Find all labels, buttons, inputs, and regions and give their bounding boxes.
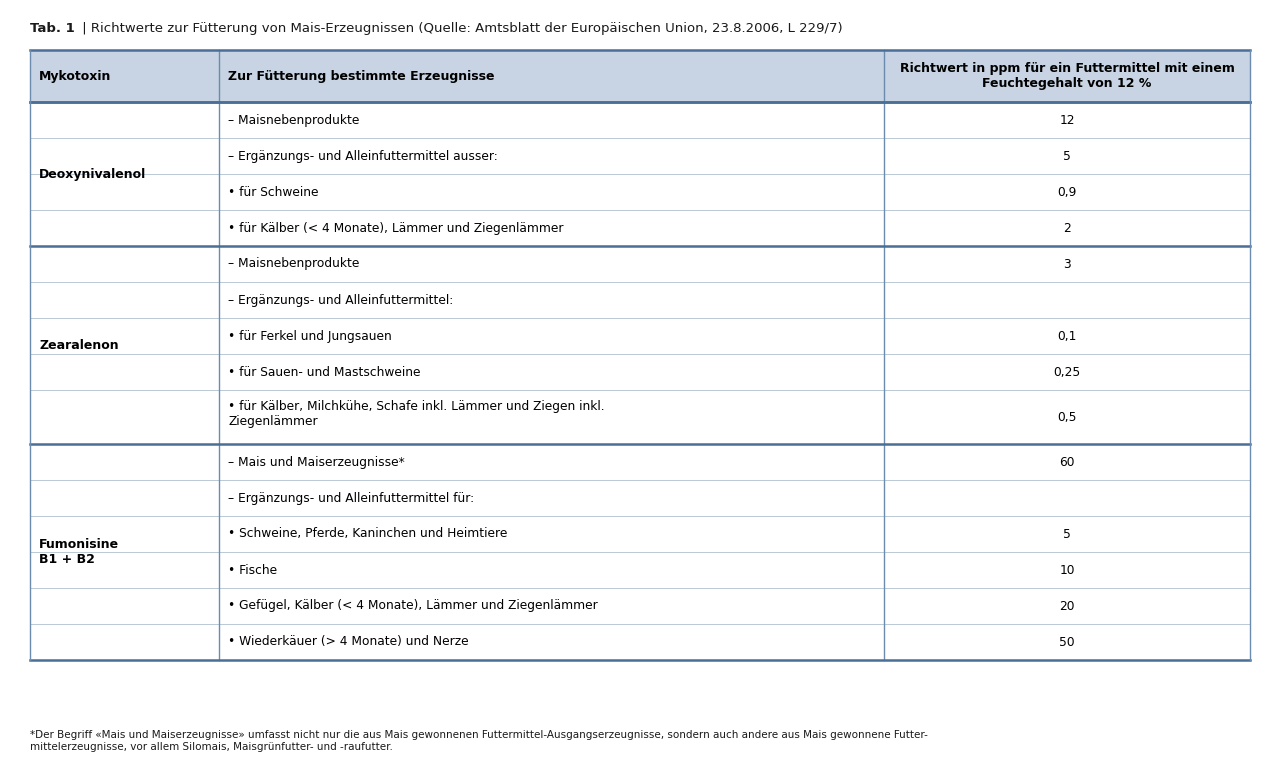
Text: – Ergänzungs- und Alleinfuttermittel ausser:: – Ergänzungs- und Alleinfuttermittel aus… (228, 149, 498, 163)
Text: Tab. 1: Tab. 1 (29, 22, 74, 35)
Text: 5: 5 (1064, 527, 1071, 541)
Text: • für Sauen- und Mastschweine: • für Sauen- und Mastschweine (228, 366, 421, 379)
Text: 50: 50 (1059, 636, 1075, 649)
Text: • Wiederkäuer (> 4 Monate) und Nerze: • Wiederkäuer (> 4 Monate) und Nerze (228, 636, 468, 649)
Text: Fumonisine
B1 + B2: Fumonisine B1 + B2 (38, 538, 119, 566)
Text: 60: 60 (1060, 455, 1075, 468)
Text: – Ergänzungs- und Alleinfuttermittel für:: – Ergänzungs- und Alleinfuttermittel für… (228, 492, 474, 504)
Text: – Ergänzungs- und Alleinfuttermittel:: – Ergänzungs- und Alleinfuttermittel: (228, 293, 453, 307)
Text: – Maisnebenprodukte: – Maisnebenprodukte (228, 258, 360, 271)
Text: • für Ferkel und Jungsauen: • für Ferkel und Jungsauen (228, 330, 392, 342)
Text: 0,5: 0,5 (1057, 411, 1076, 423)
Text: 0,9: 0,9 (1057, 185, 1076, 198)
Text: • für Kälber (< 4 Monate), Lämmer und Ziegenlämmer: • für Kälber (< 4 Monate), Lämmer und Zi… (228, 222, 563, 234)
Text: • Gefügel, Kälber (< 4 Monate), Lämmer und Ziegenlämmer: • Gefügel, Kälber (< 4 Monate), Lämmer u… (228, 600, 598, 612)
Text: 2: 2 (1064, 222, 1071, 234)
Text: Deoxynivalenol: Deoxynivalenol (38, 167, 146, 180)
Text: Zur Fütterung bestimmte Erzeugnisse: Zur Fütterung bestimmte Erzeugnisse (228, 69, 494, 82)
Text: 0,25: 0,25 (1053, 366, 1080, 379)
Text: – Maisnebenprodukte: – Maisnebenprodukte (228, 114, 360, 127)
Text: • für Kälber, Milchkühe, Schafe inkl. Lämmer und Ziegen inkl.
Ziegenlämmer: • für Kälber, Milchkühe, Schafe inkl. Lä… (228, 400, 604, 428)
Text: • Schweine, Pferde, Kaninchen und Heimtiere: • Schweine, Pferde, Kaninchen und Heimti… (228, 527, 507, 541)
Text: • für Schweine: • für Schweine (228, 185, 319, 198)
Text: Richtwert in ppm für ein Futtermittel mit einem
Feuchtegehalt von 12 %: Richtwert in ppm für ein Futtermittel mi… (900, 62, 1234, 90)
Bar (29, 50, 1251, 102)
Text: – Mais und Maiserzeugnisse*: – Mais und Maiserzeugnisse* (228, 455, 404, 468)
Text: 3: 3 (1064, 258, 1071, 271)
Text: Mykotoxin: Mykotoxin (38, 69, 111, 82)
Text: 0,1: 0,1 (1057, 330, 1076, 342)
Text: *Der Begriff «Mais und Maiserzeugnisse» umfasst nicht nur die aus Mais gewonnene: *Der Begriff «Mais und Maiserzeugnisse» … (29, 730, 928, 752)
Text: 20: 20 (1060, 600, 1075, 612)
Bar (29, 102, 1251, 246)
Text: 10: 10 (1060, 563, 1075, 576)
Bar (29, 444, 1251, 660)
Text: Zearalenon: Zearalenon (38, 338, 119, 352)
Text: • Fische: • Fische (228, 563, 278, 576)
Text: 12: 12 (1060, 114, 1075, 127)
Text: | Richtwerte zur Fütterung von Mais-Erzeugnissen (Quelle: Amtsblatt der Europäis: | Richtwerte zur Fütterung von Mais-Erze… (78, 22, 842, 35)
Bar (29, 246, 1251, 444)
Text: 5: 5 (1064, 149, 1071, 163)
